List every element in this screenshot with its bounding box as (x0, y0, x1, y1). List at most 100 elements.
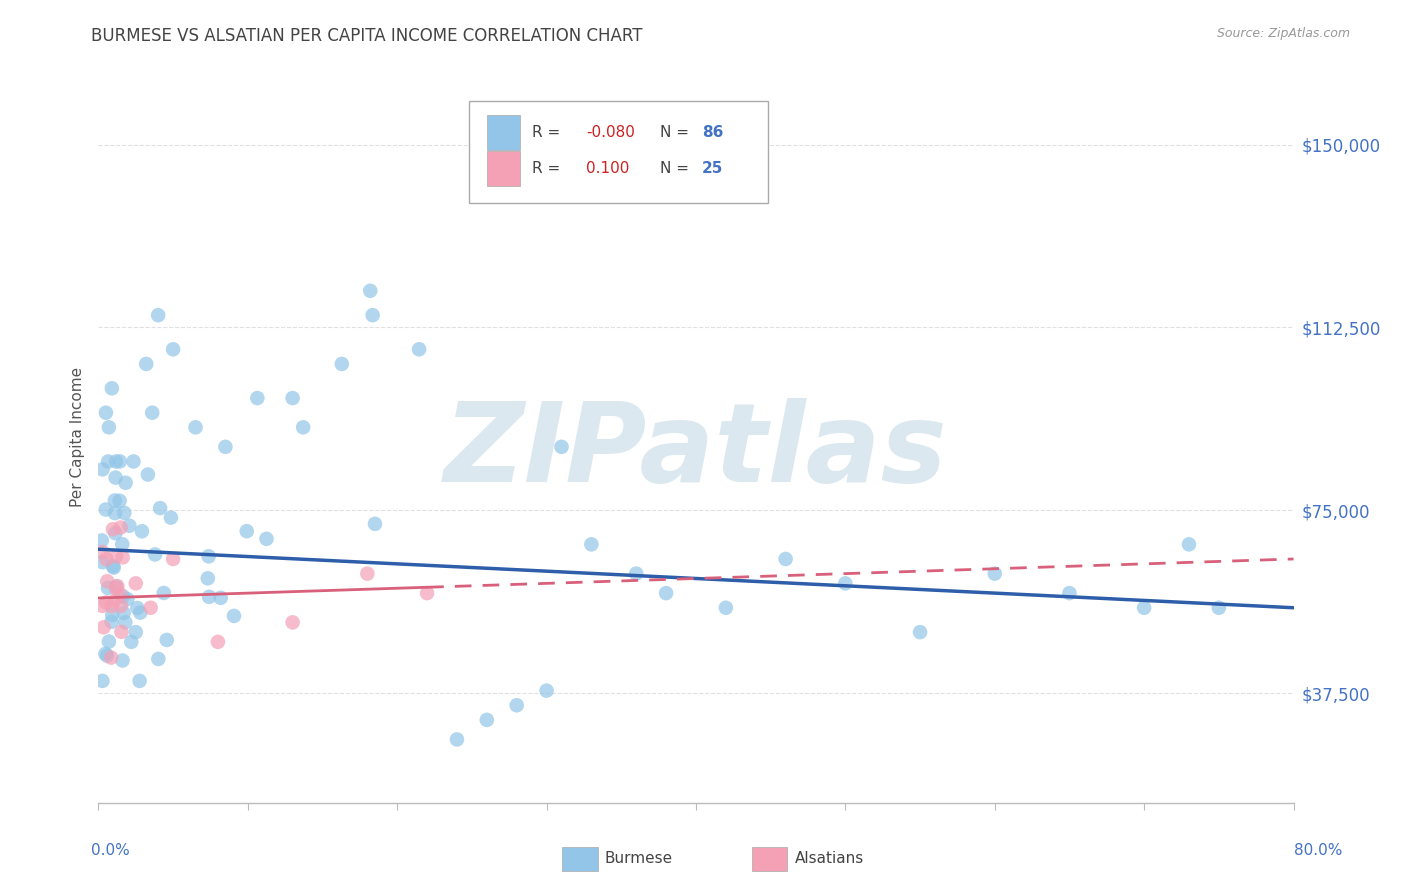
Point (93, 620, 115, 634)
Point (125, 576, 148, 591)
Point (111, 653, 134, 667)
Point (1178, 537, 1201, 551)
Point (100, 599, 122, 614)
Point (197, 571, 219, 585)
Point (104, 594, 127, 608)
Point (94, 595, 117, 609)
Text: 0.100: 0.100 (586, 161, 630, 176)
Point (149, 501, 172, 516)
Point (114, 615, 136, 630)
Text: -0.080: -0.080 (586, 125, 636, 139)
Point (104, 549, 127, 564)
Point (235, 524, 257, 538)
Point (108, 493, 131, 508)
Point (97, 581, 120, 595)
Point (110, 520, 132, 534)
FancyBboxPatch shape (470, 101, 768, 203)
Point (1208, 600, 1230, 615)
Text: 0.0%: 0.0% (91, 843, 131, 858)
Point (775, 552, 797, 566)
Point (128, 673, 150, 688)
Point (141, 406, 163, 420)
Text: R =: R = (533, 125, 565, 139)
Point (1133, 600, 1156, 615)
Point (330, 357, 353, 371)
Point (112, 506, 135, 520)
Point (359, 284, 381, 298)
Point (100, 650, 122, 665)
FancyBboxPatch shape (486, 151, 520, 186)
Point (114, 475, 136, 490)
Point (626, 566, 648, 581)
FancyBboxPatch shape (486, 114, 520, 150)
Text: Burmese: Burmese (605, 852, 672, 866)
Point (214, 440, 236, 454)
Point (125, 625, 148, 640)
Point (104, 582, 127, 596)
Point (120, 635, 142, 649)
Text: ZIPatlas: ZIPatlas (444, 398, 948, 505)
Point (90, 533, 112, 548)
Point (160, 510, 183, 524)
Point (97, 634, 120, 648)
Text: N =: N = (661, 161, 695, 176)
Text: N =: N = (661, 125, 695, 139)
Point (111, 550, 134, 565)
Point (111, 589, 134, 603)
Point (105, 579, 128, 593)
Point (94, 502, 117, 516)
Point (156, 632, 179, 647)
Point (96, 648, 118, 663)
Point (281, 615, 304, 630)
Point (198, 590, 221, 604)
Point (129, 606, 152, 620)
Point (100, 615, 122, 629)
Point (256, 532, 278, 546)
Point (104, 470, 127, 484)
Point (222, 608, 245, 623)
Point (135, 357, 157, 371)
Point (655, 586, 678, 600)
Point (356, 566, 378, 581)
Text: BURMESE VS ALSATIAN PER CAPITA INCOME CORRELATION CHART: BURMESE VS ALSATIAN PER CAPITA INCOME CO… (91, 27, 643, 45)
Y-axis label: Per Capita Income: Per Capita Income (69, 367, 84, 508)
Point (127, 601, 149, 615)
Point (197, 549, 219, 564)
Text: 86: 86 (702, 125, 723, 139)
Point (105, 454, 128, 468)
Point (148, 308, 170, 322)
Point (101, 522, 124, 536)
Text: R =: R = (533, 161, 571, 176)
Point (246, 391, 269, 405)
Text: Source: ZipAtlas.com: Source: ZipAtlas.com (1216, 27, 1350, 40)
Point (139, 600, 162, 615)
Point (117, 592, 139, 607)
Point (91, 462, 114, 476)
Point (550, 440, 572, 454)
Point (475, 713, 498, 727)
Point (110, 624, 132, 639)
Point (91, 673, 114, 688)
Point (96, 552, 118, 566)
Point (91, 599, 114, 613)
Point (714, 600, 737, 615)
Point (1059, 586, 1081, 600)
Point (101, 607, 124, 622)
Point (110, 599, 132, 613)
Point (908, 625, 931, 640)
Point (96, 574, 118, 589)
Point (408, 343, 430, 357)
Point (281, 391, 304, 405)
Point (97, 420, 120, 434)
Point (834, 576, 856, 591)
Point (207, 635, 229, 649)
Point (103, 560, 125, 574)
Point (112, 606, 135, 620)
Point (91, 555, 114, 569)
Point (446, 732, 468, 747)
Point (984, 566, 1007, 581)
Point (292, 420, 315, 434)
Text: 25: 25 (702, 161, 723, 176)
Point (536, 683, 558, 698)
Point (506, 698, 529, 713)
